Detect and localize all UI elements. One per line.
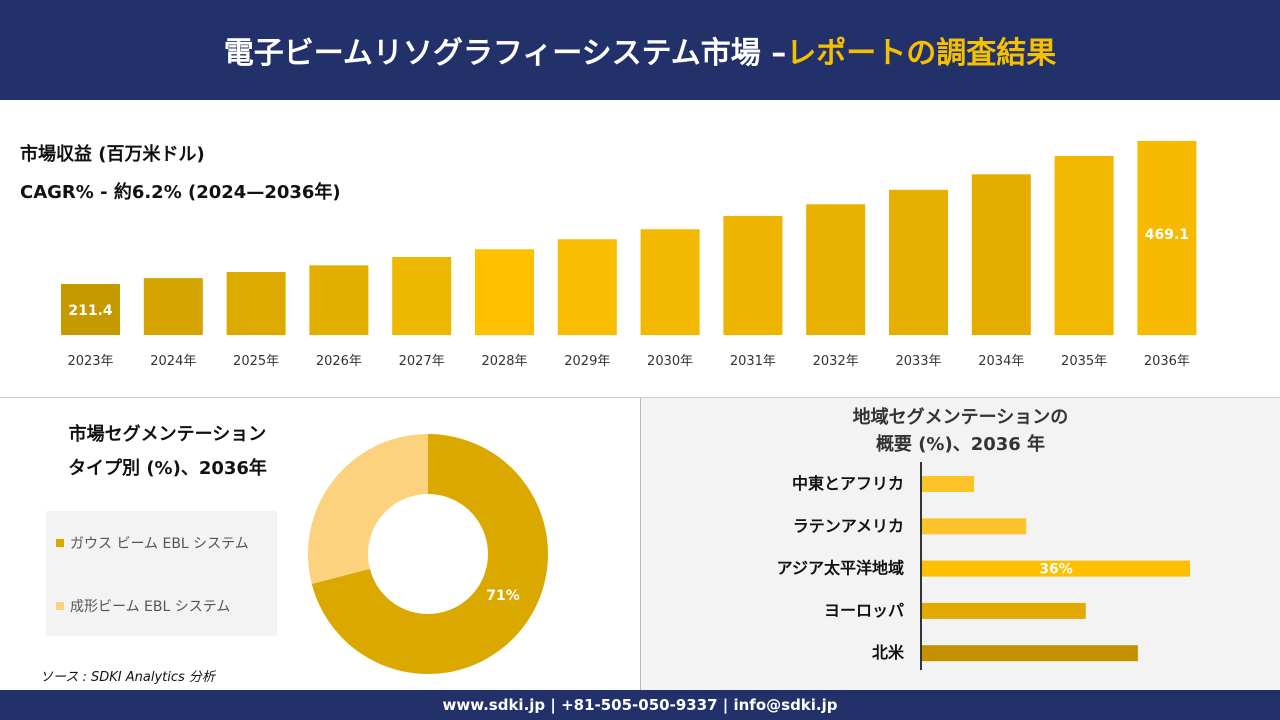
- type-segment-title: 市場セグメンテーション タイプ別 (%)、2036年: [40, 418, 295, 486]
- year-label: 2030年: [647, 354, 693, 369]
- source-note: ソース : SDKI Analytics 分析: [40, 670, 215, 685]
- region-label: ヨーロッパ: [824, 601, 904, 620]
- region-bar: [922, 602, 1086, 619]
- year-label: 2026年: [316, 354, 362, 369]
- bar-data-label: 211.4: [68, 303, 113, 319]
- year-label: 2024年: [150, 354, 196, 369]
- legend-item: 成形ビーム EBL システム: [56, 596, 230, 616]
- region-data-label: 36%: [1039, 562, 1073, 578]
- region-bar: [922, 476, 975, 492]
- revenue-title: 市場収益 (百万米ドル): [20, 144, 205, 165]
- revenue-bar: [806, 204, 866, 335]
- region-title-line2: 概要 (%)、2036 年: [875, 434, 1046, 455]
- year-label: 2035年: [1061, 354, 1107, 369]
- legend-label: ガウス ビーム EBL システム: [70, 536, 249, 552]
- revenue-bar: [309, 265, 369, 335]
- revenue-bar: [723, 215, 783, 335]
- year-label: 2036年: [1144, 354, 1190, 369]
- cagr-text: CAGR% - 約6.2% (2024—2036年): [20, 182, 341, 203]
- legend-swatch: [56, 539, 64, 547]
- year-label: 2028年: [481, 354, 527, 369]
- bar-data-label: 469.1: [1145, 227, 1189, 243]
- region-label: 中東とアフリカ: [792, 474, 904, 493]
- revenue-bar: [1054, 155, 1114, 335]
- region-bar: [922, 645, 1138, 662]
- year-label: 2033年: [895, 354, 941, 369]
- legend-item: ガウス ビーム EBL システム: [56, 533, 249, 553]
- legend-swatch: [56, 602, 64, 610]
- year-label: 2023年: [67, 354, 113, 369]
- revenue-bar: [1137, 140, 1197, 335]
- region-segment-panel: 地域セグメンテーションの 概要 (%)、2036 年 中東とアフリカ ラテンアメリ…: [641, 398, 1280, 690]
- revenue-bar-chart: 2023年 211.4 2024年 2025年 2026年 2027年 2028年 2029年…: [61, 140, 1197, 369]
- type-title-line1: 市場セグメンテーション: [68, 424, 267, 445]
- donut-slice: [308, 434, 428, 584]
- region-bar: [922, 560, 1190, 577]
- year-label: 2029年: [564, 354, 610, 369]
- region-title: 地域セグメンテーションの 概要 (%)、2036 年: [641, 404, 1280, 458]
- revenue-bar: [557, 239, 617, 335]
- donut-slice: [311, 434, 548, 674]
- year-label: 2025年: [233, 354, 279, 369]
- type-donut-chart: 71%: [308, 434, 548, 674]
- region-bar: [922, 518, 1027, 535]
- type-segment-panel: 市場セグメンテーション タイプ別 (%)、2036年 ガウス ビーム EBL シ…: [0, 398, 640, 690]
- legend: ガウス ビーム EBL システム 成形ビーム EBL システム: [46, 511, 277, 636]
- year-label: 2027年: [399, 354, 445, 369]
- region-label: 北米: [872, 643, 905, 662]
- revenue-bar: [143, 278, 203, 335]
- revenue-bar: [971, 174, 1031, 335]
- type-title-line2: タイプ別 (%)、2036年: [68, 458, 267, 479]
- year-label: 2031年: [730, 354, 776, 369]
- donut-data-label: 71%: [486, 588, 520, 604]
- revenue-bar: [475, 249, 534, 335]
- footer-contact: www.sdki.jp | +81-505-050-9337 | info@sd…: [0, 690, 1280, 720]
- title-accent: レポートの調査結果: [786, 36, 1057, 71]
- year-label: 2032年: [813, 354, 859, 369]
- divider: [0, 397, 1280, 398]
- region-label: アジア太平洋地域: [777, 559, 904, 578]
- region-label: ラテンアメリカ: [793, 516, 904, 535]
- revenue-bar: [226, 271, 286, 335]
- revenue-bar: [889, 189, 948, 335]
- revenue-bar: [640, 229, 700, 335]
- revenue-bar: [61, 283, 120, 335]
- header-banner: 電子ビームリソグラフィーシステム市場 – レポートの調査結果: [0, 0, 1280, 100]
- title-main: 電子ビームリソグラフィーシステム市場 –: [223, 36, 787, 71]
- region-title-line1: 地域セグメンテーションの: [852, 407, 1069, 428]
- revenue-bar: [392, 257, 452, 335]
- vertical-divider: [640, 398, 641, 690]
- legend-label: 成形ビーム EBL システム: [70, 599, 231, 615]
- year-label: 2034年: [978, 354, 1024, 369]
